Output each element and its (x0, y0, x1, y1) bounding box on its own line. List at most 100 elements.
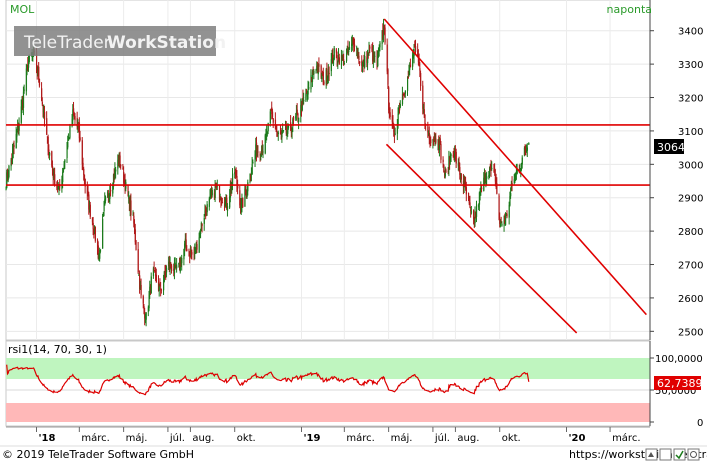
candle-body (511, 183, 513, 185)
candle-body (250, 172, 253, 176)
candle-body (226, 197, 228, 209)
candle-body (257, 151, 259, 153)
candle-body (213, 192, 216, 198)
candle-body (137, 249, 139, 273)
candle-body (47, 136, 49, 152)
candle-body (468, 197, 470, 204)
candle-body (211, 189, 213, 196)
candle-body (357, 53, 359, 57)
candle-body (373, 53, 375, 59)
candle-body (513, 178, 515, 183)
symbol-label[interactable]: MOL (10, 3, 35, 16)
interval-label[interactable]: naponta (607, 3, 652, 16)
candle-body (361, 64, 364, 67)
candle-body (285, 124, 287, 134)
candle-body (231, 183, 233, 191)
candle-body (279, 131, 282, 135)
candle-body (26, 65, 28, 69)
candle-body (142, 296, 144, 304)
candle-body (195, 242, 197, 249)
check-icon[interactable] (673, 448, 686, 461)
candle-body (152, 268, 155, 276)
candle-body (524, 145, 526, 150)
candle-body (509, 196, 511, 206)
price-tick-label: 3100 (678, 127, 703, 138)
time-tick-label: máj. (391, 432, 413, 444)
rsi-line (6, 364, 530, 396)
candle-body (338, 55, 340, 60)
candle-body (448, 156, 450, 171)
candle-body (369, 46, 371, 49)
candle-body (165, 267, 168, 273)
candle-body (28, 55, 30, 62)
candle-body (37, 69, 39, 71)
candle-body (89, 204, 91, 217)
candle-body (259, 153, 261, 156)
candle-body (435, 138, 437, 143)
price-panel[interactable] (0, 0, 651, 341)
candle-body (22, 91, 25, 108)
candle-body (327, 70, 330, 78)
candle-body (272, 118, 274, 123)
candle-body (389, 112, 391, 117)
candle-body (343, 63, 346, 65)
candle-body (433, 138, 436, 142)
candle-body (255, 142, 258, 157)
candle-body (433, 138, 435, 140)
candle-body (469, 202, 471, 207)
candle-body (107, 191, 109, 198)
rsi-title[interactable]: rsi1(14, 70, 30, 1) (8, 343, 107, 356)
candle-body (506, 213, 508, 217)
candle-body (340, 54, 343, 66)
candle-body (280, 132, 282, 135)
candle-body (287, 125, 289, 134)
candle-body (366, 57, 368, 63)
candle-body (271, 111, 274, 118)
candle-body (312, 70, 314, 74)
candle-body (328, 72, 330, 74)
candle-body (308, 87, 310, 89)
candle-body (165, 271, 167, 274)
candle-body (316, 65, 318, 70)
window-icon[interactable] (659, 448, 672, 461)
rsi-oversold-band (6, 403, 650, 422)
candle-body (383, 25, 385, 36)
candle-body (322, 71, 324, 85)
candle-body (59, 186, 61, 188)
footer-url-link[interactable]: https://workstation.teletrader.com (569, 448, 707, 461)
gear-icon[interactable] (687, 448, 700, 461)
candle-body (83, 174, 86, 182)
candle-body (514, 173, 516, 181)
candle-body (363, 59, 365, 67)
candle-body (521, 157, 523, 165)
candle-body (403, 92, 405, 96)
last-price-tag: 3064 (654, 139, 685, 154)
candle-body (317, 64, 319, 75)
candle-body (49, 152, 51, 156)
footer-icons[interactable] (645, 448, 700, 461)
candle-body (379, 42, 381, 48)
candle-body (210, 191, 213, 196)
candle-body (449, 156, 451, 164)
candle-body (144, 311, 146, 319)
candle-body (147, 307, 150, 312)
candle-body (287, 125, 290, 128)
candle-body (221, 202, 224, 204)
candle-body (331, 54, 333, 59)
candle-body (510, 193, 512, 197)
candle-body (158, 286, 160, 291)
candle-body (22, 100, 24, 106)
candle-body (188, 251, 190, 253)
candle-body (155, 274, 157, 283)
candle-body (528, 142, 530, 145)
rsi-panel[interactable]: rsi1(14, 70, 30, 1) (5, 340, 651, 427)
candle-body (203, 217, 205, 224)
candle-body (53, 172, 55, 175)
candle-body (112, 174, 115, 187)
candle-body (498, 195, 500, 219)
candle-body (57, 186, 59, 189)
candle-body (281, 132, 283, 138)
candle-body (285, 126, 287, 130)
candle-body (361, 61, 363, 66)
